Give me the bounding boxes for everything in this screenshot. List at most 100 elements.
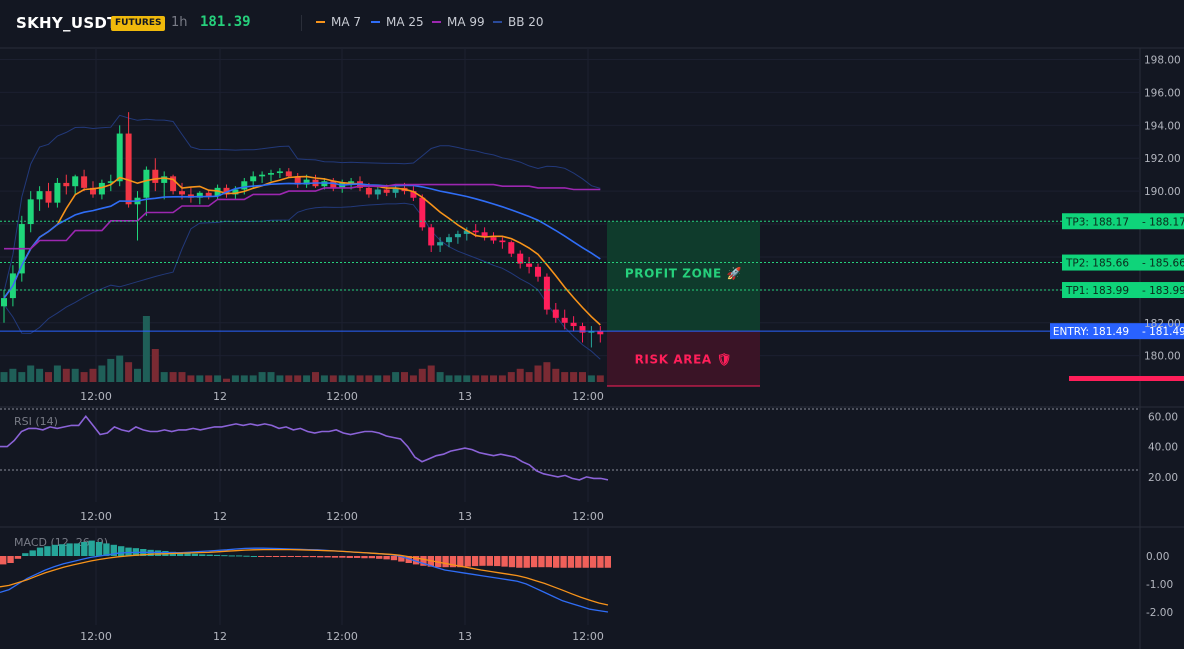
volume-bar	[561, 372, 569, 382]
price-tick: 196.00	[1144, 87, 1181, 99]
volume-bar	[570, 372, 578, 382]
macd-histogram-bar	[51, 544, 58, 556]
macd-histogram-bar	[88, 540, 95, 556]
header-divider	[301, 15, 302, 31]
candle	[374, 186, 381, 200]
macd-histogram-bar	[66, 543, 73, 556]
entry-axis-box	[1132, 323, 1184, 340]
candle-body	[570, 322, 577, 327]
price-tick: 194.00	[1144, 120, 1181, 132]
macd-histogram-bar	[191, 553, 199, 556]
volume-bar	[80, 372, 88, 382]
volume-bar	[205, 375, 213, 382]
time-tick: 12:00	[80, 390, 112, 403]
candle	[98, 179, 105, 200]
volume-bar	[498, 375, 506, 382]
volume-bar	[240, 375, 248, 382]
tp3-axis-box	[1133, 213, 1184, 230]
volume-bar	[107, 358, 115, 382]
candle	[143, 166, 150, 216]
legend-bb20[interactable]: BB 20	[493, 15, 544, 29]
symbol-name[interactable]: SKHY_USDT	[16, 14, 118, 32]
interval-label[interactable]: 1h	[171, 15, 188, 30]
legend-ma7[interactable]: MA 7	[316, 15, 361, 29]
volume-bar	[125, 362, 133, 382]
time-tick: 13	[458, 390, 472, 403]
candle-body	[143, 169, 150, 198]
time-tick: 12:00	[326, 630, 358, 643]
macd-histogram-bar	[376, 556, 383, 559]
candle-body	[45, 191, 52, 203]
tp1-label-box	[1062, 282, 1133, 299]
time-tick: 12:00	[326, 390, 358, 403]
candle	[463, 227, 470, 241]
candle	[259, 171, 266, 183]
macd-histogram-bar	[176, 552, 184, 556]
macd-histogram-bar	[553, 556, 560, 568]
volume-bar	[596, 375, 604, 382]
legend-ma25[interactable]: MA 25	[371, 15, 424, 29]
macd-histogram-bar	[243, 555, 250, 557]
candle-body	[392, 187, 399, 193]
rsi-title: RSI (14)	[14, 415, 58, 428]
macd-tick: -1.00	[1146, 579, 1173, 591]
candle-body	[179, 191, 185, 195]
candle-body	[294, 176, 301, 185]
candle-body	[561, 317, 568, 323]
volume-bar	[427, 365, 435, 382]
candle-body	[259, 174, 266, 177]
price-tick: 192.00	[1144, 153, 1181, 165]
candle	[285, 168, 292, 178]
macd-tick: -2.00	[1146, 607, 1173, 619]
legend-ma99[interactable]: MA 99	[432, 15, 485, 29]
candle-body	[170, 176, 177, 192]
macd-histogram-bar	[81, 542, 88, 556]
candle-body	[517, 253, 524, 264]
macd-histogram-bar	[36, 547, 44, 556]
candle	[63, 174, 70, 195]
macd-histogram-bar	[117, 546, 125, 556]
time-tick: 12:00	[572, 510, 604, 523]
candle-body	[116, 133, 123, 182]
macd-histogram-bar	[309, 556, 317, 558]
candle	[588, 326, 595, 348]
candle	[579, 322, 586, 343]
tp3-label-box	[1062, 213, 1133, 230]
candle	[170, 174, 177, 195]
macd-histogram-bar	[7, 556, 14, 563]
macd-histogram-bar	[302, 556, 309, 558]
candle	[508, 240, 515, 257]
price-tick: 190.00	[1144, 186, 1181, 198]
tp1-axis-box	[1133, 282, 1184, 299]
macd-histogram-bar	[361, 556, 368, 559]
volume-bar	[178, 372, 186, 382]
macd-histogram-bar	[154, 550, 162, 556]
legend-label: MA 99	[447, 15, 485, 29]
macd-histogram-bar	[449, 556, 457, 568]
volume-bar	[445, 375, 453, 382]
axes: 198.00 196.00 194.00 192.00 190.00 182.00 180.…	[80, 55, 1181, 643]
volume-bar	[89, 368, 97, 382]
volume-bar	[53, 365, 61, 382]
tp2-axis-label: - 185.66	[1142, 258, 1184, 270]
macd-histogram-bar	[494, 556, 501, 567]
candle-body	[232, 189, 239, 195]
macd-histogram-bar	[73, 543, 81, 556]
volume-bar	[436, 372, 444, 382]
candle-body	[463, 230, 470, 234]
entry-label-box	[1050, 323, 1132, 340]
candle-body	[437, 242, 444, 246]
macd-histogram-bar	[0, 556, 7, 565]
trade-levels: TP3: 188.17 - 188.17 TP2: 185.66 - 185.66 TP…	[0, 213, 1184, 340]
volume-bar	[356, 375, 364, 382]
macd-histogram-bar	[103, 543, 110, 556]
macd-histogram-bar	[412, 556, 420, 565]
candle	[196, 191, 203, 205]
risk-area	[607, 331, 760, 386]
volume-bar	[365, 375, 373, 382]
candle-body	[285, 171, 292, 177]
candle-body	[214, 187, 221, 197]
volume-bar	[134, 368, 141, 382]
volume-bar	[0, 372, 8, 382]
